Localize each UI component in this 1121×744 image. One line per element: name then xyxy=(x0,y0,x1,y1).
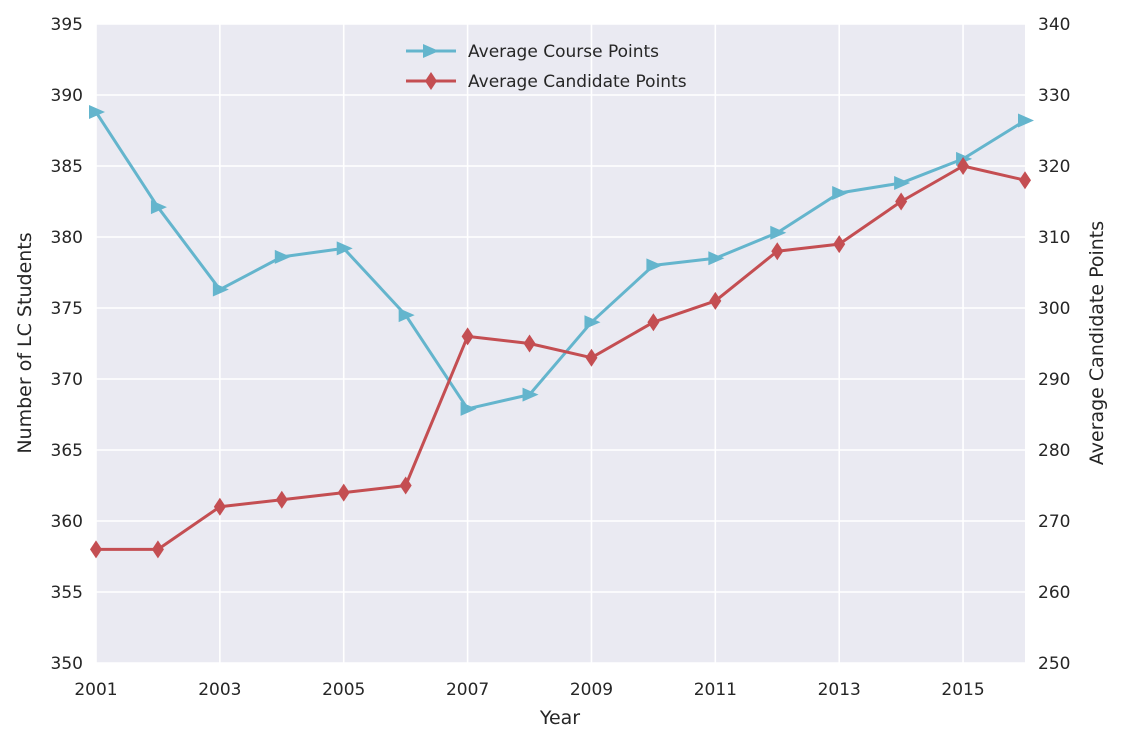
right-y-axis-title: Average Candidate Points xyxy=(1086,221,1108,465)
legend-marker-candidate xyxy=(425,72,437,90)
candidate-points-marker xyxy=(213,497,226,516)
right-y-tick-label: 250 xyxy=(1038,654,1070,674)
course-points-marker xyxy=(1018,113,1034,128)
right-y-axis-tick-labels: 250 260 270 280 290 300 310 320 330 340 xyxy=(1038,15,1070,674)
left-y-tick-label: 380 xyxy=(51,228,83,248)
x-tick-label: 2001 xyxy=(74,680,117,700)
course-points-marker xyxy=(460,401,477,416)
series-markers xyxy=(89,105,1034,559)
x-tick-label: 2015 xyxy=(941,680,984,700)
x-axis-tick-labels: 2001 2003 2005 2007 2009 2011 2013 2015 xyxy=(74,680,984,700)
right-y-tick-label: 330 xyxy=(1038,86,1070,106)
course-points-marker xyxy=(150,200,167,215)
left-y-axis-tick-labels: 350 355 360 365 370 375 380 385 390 395 xyxy=(51,15,83,674)
right-y-tick-label: 320 xyxy=(1038,157,1070,177)
legend-label-course: Average Course Points xyxy=(468,42,659,62)
left-y-tick-label: 360 xyxy=(51,512,83,532)
candidate-points-marker xyxy=(151,540,164,559)
left-y-tick-label: 375 xyxy=(51,299,83,319)
right-y-tick-label: 270 xyxy=(1038,512,1070,532)
candidate-points-marker xyxy=(275,490,288,509)
left-y-tick-label: 355 xyxy=(51,583,83,603)
gridlines xyxy=(95,23,1025,664)
candidate-points-marker xyxy=(957,157,970,175)
left-y-tick-label: 365 xyxy=(51,441,83,461)
course-points-marker xyxy=(522,387,539,402)
right-y-tick-label: 290 xyxy=(1038,370,1070,390)
right-y-tick-label: 300 xyxy=(1038,299,1070,319)
course-points-marker xyxy=(89,105,105,120)
x-tick-label: 2003 xyxy=(198,680,241,700)
x-tick-label: 2005 xyxy=(322,680,365,700)
right-y-tick-label: 340 xyxy=(1038,15,1070,35)
candidate-points-marker xyxy=(461,327,474,346)
course-points-marker xyxy=(708,251,725,266)
legend-label-candidate: Average Candidate Points xyxy=(468,72,687,92)
x-axis-title: Year xyxy=(539,707,580,729)
course-points-marker xyxy=(832,185,849,200)
left-y-tick-label: 370 xyxy=(51,370,83,390)
legend-marker-course xyxy=(423,44,439,58)
x-tick-label: 2011 xyxy=(694,680,737,700)
candidate-points-marker xyxy=(709,291,722,310)
x-tick-label: 2007 xyxy=(446,680,489,700)
candidate-points-marker xyxy=(895,192,908,211)
candidate-points-marker xyxy=(399,476,412,495)
course-points-marker xyxy=(770,225,787,240)
series-line-candidate-points xyxy=(96,164,1026,551)
candidate-points-marker xyxy=(585,348,598,367)
course-points-marker xyxy=(274,249,291,264)
candidate-points-marker xyxy=(833,235,846,254)
right-y-tick-label: 260 xyxy=(1038,583,1070,603)
legend: Average Course Points Average Candidate … xyxy=(406,42,687,92)
series-lines xyxy=(94,111,1026,551)
x-tick-label: 2013 xyxy=(818,680,861,700)
right-y-tick-label: 310 xyxy=(1038,228,1070,248)
candidate-points-marker xyxy=(771,242,784,261)
course-points-marker xyxy=(894,176,911,191)
left-y-tick-label: 385 xyxy=(51,157,83,177)
series-line-course-points xyxy=(94,111,1026,411)
plot-area-background xyxy=(96,24,1025,663)
left-y-tick-label: 350 xyxy=(51,654,83,674)
candidate-points-marker xyxy=(337,483,350,502)
left-y-axis-title: Number of LC Students xyxy=(14,232,36,453)
left-y-tick-label: 390 xyxy=(51,86,83,106)
course-points-marker xyxy=(646,258,663,273)
course-points-marker xyxy=(584,315,601,330)
candidate-points-marker xyxy=(647,313,660,332)
course-points-marker xyxy=(212,282,229,297)
course-points-marker xyxy=(398,308,415,323)
candidate-points-marker xyxy=(1019,171,1031,190)
right-y-tick-label: 280 xyxy=(1038,441,1070,461)
candidate-points-marker xyxy=(523,334,536,353)
left-y-tick-label: 395 xyxy=(51,15,83,35)
course-points-marker xyxy=(336,241,353,256)
x-tick-label: 2009 xyxy=(570,680,613,700)
candidate-points-marker xyxy=(90,540,102,559)
